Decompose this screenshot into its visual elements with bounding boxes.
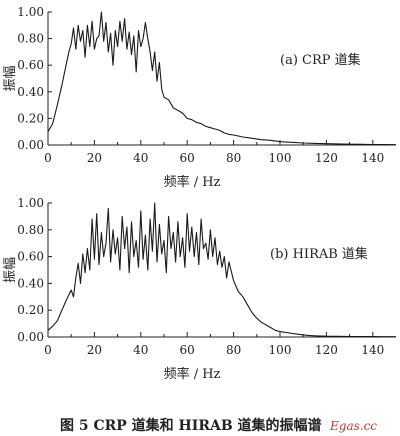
x-tick-label: 0 (44, 151, 52, 165)
y-tick-label: 0.00 (17, 330, 44, 344)
y-axis-label: 振幅 (3, 65, 18, 91)
x-tick-label: 140 (361, 151, 384, 165)
x-tick-label: 80 (226, 343, 241, 357)
x-tick-label: 140 (361, 343, 384, 357)
y-tick-label: 0.20 (17, 303, 44, 317)
figure-caption: 图 5 CRP 道集和 HIRAB 道集的振幅谱 (60, 417, 322, 434)
x-tick-label: 80 (226, 151, 241, 165)
y-tick-label: 1.00 (17, 196, 44, 210)
y-tick-label: 0.60 (17, 58, 44, 72)
x-tick-label: 100 (269, 151, 292, 165)
x-tick-label: 40 (133, 151, 148, 165)
x-tick-label: 0 (44, 343, 52, 357)
chart-b: 0.00 0.20 0.40 0.60 0.80 1.00 0 20 40 60 80 100 120 1… (3, 196, 396, 382)
x-axis-label: 频率 / Hz (164, 366, 221, 382)
chart-a: 0.00 0.20 0.40 0.60 0.80 1.00 0 20 40 60 80 100 120 1… (3, 5, 397, 190)
y-tick-label: 0.80 (17, 223, 44, 237)
x-tick-label: 20 (87, 151, 102, 165)
y-tick-label: 0.00 (17, 138, 44, 152)
panel-annotation: (b) HIRAB 道集 (270, 246, 368, 262)
watermark: Egas.cc (329, 419, 377, 433)
y-axis-label: 振幅 (3, 257, 18, 283)
series-line (47, 202, 396, 338)
x-tick-label: 120 (315, 151, 338, 165)
x-axis-label: 频率 / Hz (164, 174, 221, 190)
x-tick-label: 60 (180, 343, 195, 357)
series-line (47, 11, 397, 146)
x-tick-label: 60 (180, 151, 195, 165)
panel-annotation: (a) CRP 道集 (280, 52, 361, 68)
y-tick-label: 1.00 (17, 5, 44, 19)
y-tick-label: 0.60 (17, 250, 44, 264)
y-tick-label: 0.80 (17, 32, 44, 46)
x-tick-label: 40 (133, 343, 148, 357)
x-tick-label: 120 (315, 343, 338, 357)
x-tick-label: 20 (87, 343, 102, 357)
y-tick-label: 0.20 (17, 111, 44, 125)
y-tick-label: 0.40 (17, 276, 44, 290)
x-tick-label: 100 (269, 343, 292, 357)
y-tick-label: 0.40 (17, 85, 44, 99)
